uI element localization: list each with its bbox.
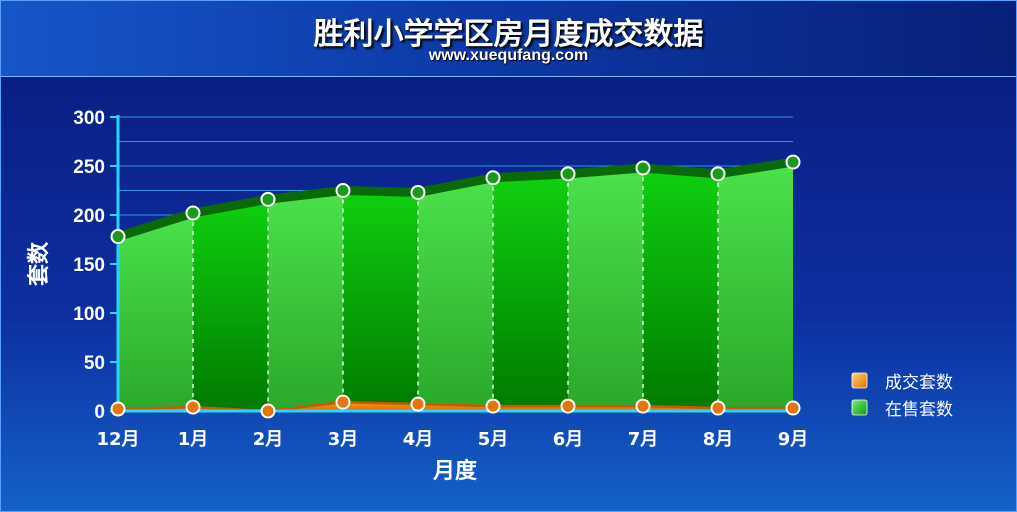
area-band xyxy=(568,167,643,411)
area-sold xyxy=(118,402,793,411)
series-in-sale xyxy=(116,157,794,411)
point-in-sale xyxy=(710,166,726,182)
point-sold xyxy=(410,396,426,412)
area-band xyxy=(268,190,343,411)
x-tick-label: 6月 xyxy=(553,429,584,450)
y-tick-label: 300 xyxy=(73,108,105,129)
point-in-sale xyxy=(185,205,201,221)
y-tick-label: 100 xyxy=(73,304,105,325)
area-band xyxy=(193,199,268,411)
point-in-sale xyxy=(335,183,351,198)
point-in-sale xyxy=(635,160,651,176)
chart-title: 胜利小学学区房月度成交数据 xyxy=(313,17,704,52)
legend-swatch-in-sale xyxy=(851,399,868,416)
point-in-sale xyxy=(410,184,426,200)
point-in-sale xyxy=(260,191,276,207)
data-points xyxy=(110,154,801,419)
series-line-sold xyxy=(117,400,793,413)
x-tick-label: 3月 xyxy=(328,429,359,450)
x-tick-label: 1月 xyxy=(178,429,209,450)
area-band xyxy=(493,173,568,411)
series-sold xyxy=(117,400,793,413)
point-sold xyxy=(260,403,276,419)
series-line-in-sale xyxy=(116,157,794,241)
x-tick-label: 8月 xyxy=(703,429,734,450)
y-tick-label: 0 xyxy=(94,402,105,423)
category-dividers xyxy=(192,167,719,411)
point-in-sale xyxy=(485,170,501,186)
chart-subtitle: www.xuequfang.com xyxy=(428,47,589,64)
legend-swatch-sold xyxy=(851,372,868,389)
legend-label-in-sale: 在售套数 xyxy=(885,400,953,420)
point-sold xyxy=(185,399,201,415)
area-band xyxy=(418,177,493,411)
x-axis-title: 月度 xyxy=(432,458,478,484)
area-band xyxy=(118,213,193,411)
x-tick-label: 9月 xyxy=(778,429,809,450)
area-band xyxy=(643,167,718,411)
y-tick-label: 250 xyxy=(73,157,105,178)
area-band xyxy=(343,190,418,411)
legend-label-sold: 成交套数 xyxy=(885,373,953,393)
x-tick-label: 4月 xyxy=(403,429,434,450)
area-band xyxy=(718,162,793,411)
y-tick-label: 150 xyxy=(73,255,105,276)
x-tick-label: 2月 xyxy=(253,429,284,450)
point-sold xyxy=(710,400,726,416)
point-in-sale xyxy=(560,166,576,182)
x-tick-label: 12月 xyxy=(96,429,139,450)
point-sold xyxy=(785,400,801,416)
point-in-sale xyxy=(785,154,801,170)
point-sold xyxy=(335,394,351,410)
x-tick-label: 7月 xyxy=(628,429,659,450)
y-tick-label: 200 xyxy=(73,206,105,227)
point-sold xyxy=(560,398,576,414)
y-axis-title: 套数 xyxy=(26,241,52,286)
tick-labels: 0 50 100 150 200 250 300 12月 1月 2月 3月 4月 5月 6月 7月 8月 9月 xyxy=(73,108,808,450)
point-sold xyxy=(110,401,126,417)
point-sold xyxy=(635,398,651,414)
point-in-sale xyxy=(110,229,126,245)
point-sold xyxy=(485,398,501,414)
chart-header: 胜利小学学区房月度成交数据 www.xuequfang.com xyxy=(1,1,1016,77)
axes xyxy=(110,115,795,413)
y-tick-label: 50 xyxy=(84,353,105,374)
x-tick-label: 5月 xyxy=(478,429,509,450)
legend: 成交套数 在售套数 xyxy=(851,372,953,420)
